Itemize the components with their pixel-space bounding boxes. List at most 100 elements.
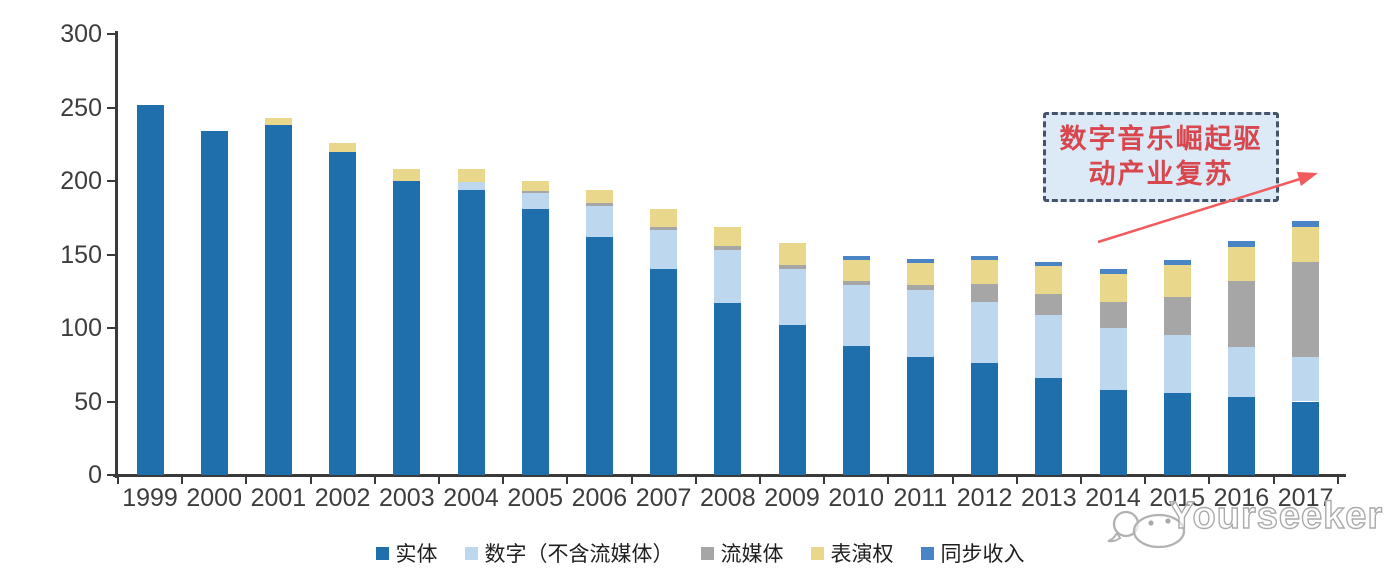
y-axis-tick — [107, 106, 115, 109]
x-axis-category-label: 2006 — [571, 484, 628, 512]
y-axis-tick — [107, 253, 115, 256]
y-axis-tick-label: 250 — [60, 93, 102, 122]
bar-segment-2008-digital-ex-streaming — [714, 250, 742, 303]
legend-label-sync-revenue: 同步收入 — [940, 542, 1025, 566]
bar-segment-2011-sync-revenue — [906, 258, 934, 264]
bar-segment-2011-streaming — [906, 285, 934, 290]
x-axis-category-label: 1999 — [122, 484, 178, 512]
bar-segment-2008-streaming — [714, 245, 742, 251]
legend-item-sync-revenue: 同步收入 — [920, 538, 1025, 568]
bar-segment-2012-sync-revenue — [971, 255, 999, 261]
bar-segment-2012-streaming — [971, 283, 999, 302]
y-axis-tick — [107, 327, 115, 329]
y-axis-tick-label: 150 — [60, 240, 102, 269]
bar-segment-2017-performance-rights — [1292, 226, 1320, 262]
bar-segment-2016-digital-ex-streaming — [1227, 347, 1255, 398]
x-axis-category-label: 2004 — [443, 484, 499, 512]
x-axis-category-label: 2016 — [1213, 484, 1270, 512]
bar-segment-2007-digital-ex-streaming — [650, 229, 678, 270]
x-axis-tick — [181, 475, 184, 484]
x-axis-tick — [887, 475, 890, 484]
x-axis-category-label: 2013 — [1020, 484, 1077, 512]
bar-segment-2015-digital-ex-streaming — [1163, 335, 1191, 393]
bar-segment-2009-digital-ex-streaming — [778, 269, 806, 326]
x-axis-tick — [309, 475, 312, 484]
x-axis-tick — [1272, 475, 1275, 484]
x-axis-category-label: 2010 — [828, 484, 884, 512]
x-axis-line — [113, 474, 1346, 477]
bar-segment-2004-physical — [457, 189, 485, 475]
bar-segment-2001-performance-rights — [264, 117, 292, 126]
bar-segment-2014-physical — [1099, 389, 1127, 475]
y-axis-tick-label: 200 — [60, 167, 102, 195]
x-axis-tick — [630, 475, 633, 484]
bar-segment-2014-performance-rights — [1099, 273, 1127, 302]
annotation-text-line1: 数字音乐崛起驱 — [1059, 124, 1263, 154]
x-axis-tick — [566, 475, 569, 484]
x-axis-tick — [245, 475, 248, 484]
bar-segment-2014-streaming — [1099, 301, 1127, 328]
bar-segment-2016-streaming — [1227, 280, 1255, 348]
bar-segment-2003-performance-rights — [393, 169, 421, 181]
bar-segment-2005-performance-rights — [521, 181, 549, 192]
bar-segment-2017-digital-ex-streaming — [1292, 357, 1320, 402]
x-axis-tick — [373, 475, 376, 484]
bar-segment-2006-physical — [585, 236, 613, 475]
x-axis-tick — [437, 475, 440, 484]
x-axis-tick — [1144, 475, 1147, 484]
bar-segment-2012-digital-ex-streaming — [971, 301, 999, 364]
x-axis-category-label: 2003 — [378, 484, 435, 512]
bar-segment-2013-performance-rights — [1035, 266, 1063, 295]
x-axis-tick — [116, 475, 119, 484]
bar-segment-2017-physical — [1292, 401, 1320, 475]
x-axis-category-label: 2011 — [893, 484, 948, 512]
bar-segment-2005-digital-ex-streaming — [521, 192, 549, 209]
legend-swatch-streaming — [700, 546, 714, 560]
bar-segment-2016-sync-revenue — [1227, 241, 1255, 248]
arrow-head-icon — [1297, 172, 1318, 186]
x-axis-category-label: 2005 — [507, 484, 563, 512]
x-axis-category-label: 2000 — [186, 484, 242, 512]
bar-segment-2007-streaming — [650, 226, 678, 230]
bar-segment-2014-sync-revenue — [1099, 269, 1127, 274]
bar-segment-2013-sync-revenue — [1035, 261, 1063, 267]
x-axis-category-label: 2012 — [956, 484, 1013, 512]
bar-segment-2013-digital-ex-streaming — [1035, 314, 1063, 378]
legend-item-digital-ex-streaming: 数字（不含流媒体） — [464, 538, 674, 568]
x-axis-category-label: 2001 — [250, 484, 307, 512]
legend-swatch-physical — [375, 546, 389, 560]
y-axis-tick — [107, 474, 115, 476]
bar-segment-2002-physical — [329, 151, 357, 475]
bar-segment-2010-digital-ex-streaming — [842, 285, 870, 346]
bar-segment-2010-streaming — [842, 280, 870, 286]
bar-segment-2014-digital-ex-streaming — [1099, 328, 1127, 390]
x-axis-tick — [694, 475, 697, 484]
bar-segment-2009-performance-rights — [778, 242, 806, 265]
watermark: Yourseeker — [1093, 489, 1398, 559]
x-axis-tick — [823, 475, 826, 484]
x-axis-category-label: 2002 — [314, 484, 371, 512]
bar-segment-2010-sync-revenue — [842, 255, 870, 261]
annotation-callout: 数字音乐崛起驱 动产业复苏 — [1043, 112, 1279, 202]
bar-segment-2001-physical — [264, 125, 292, 475]
yourseeker-logo-icon — [1107, 510, 1186, 549]
x-axis-category-label: 2014 — [1085, 484, 1141, 512]
bar-segment-2012-physical — [971, 363, 999, 475]
x-axis-tick — [951, 475, 954, 484]
bar-segment-2005-physical — [521, 208, 549, 475]
x-axis-tick — [758, 475, 761, 484]
y-axis-tick-label: 100 — [60, 314, 102, 342]
bar-segment-2015-streaming — [1163, 297, 1191, 336]
bar-segment-2008-physical — [714, 303, 742, 475]
legend-label-digital-ex-streaming: 数字（不含流媒体） — [484, 542, 674, 566]
bar-segment-2006-streaming — [585, 203, 613, 206]
bar-segment-2005-streaming — [521, 191, 549, 193]
x-axis-category-label: 2008 — [699, 484, 756, 512]
bar-segment-2017-streaming — [1292, 261, 1320, 358]
bar-segment-2009-streaming — [778, 264, 806, 270]
y-axis-tick — [107, 180, 115, 182]
y-axis-tick-label: 300 — [60, 20, 102, 48]
bar-segment-2003-physical — [393, 181, 421, 475]
x-axis-tick — [1208, 475, 1211, 484]
bar-segment-2006-digital-ex-streaming — [585, 205, 613, 237]
